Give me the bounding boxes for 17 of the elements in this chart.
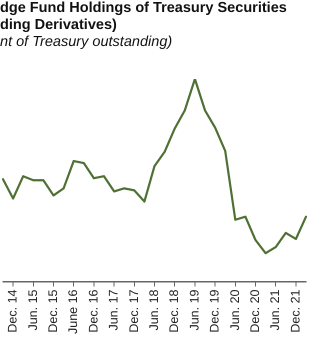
x-tick-label: Dec. 14 [6,289,20,333]
x-tick-label: June 16 [66,289,80,334]
x-tick-label: Dec. 16 [86,289,100,333]
x-tick-label: Jun. 19 [187,289,202,331]
x-tick-label: Dec. 19 [208,289,222,333]
x-tick-label: Dec. 17 [126,289,141,333]
x-tick-label: Dec. 15 [46,289,60,333]
chart-title: dge Fund Holdings of Treasury Securities ding Derivatives) [0,0,287,34]
x-tick-label: Jun. 15 [26,289,40,331]
x-tick-label: Jun. 17 [106,289,121,331]
x-tick-label: Jun. 21 [268,289,282,331]
x-tick-label: Dec. 20 [248,289,262,333]
x-tick-label: Jun. 18 [146,289,161,331]
x-tick-label: Dec. 18 [167,289,182,333]
chart-subtitle: nt of Treasury outstanding) [0,34,172,51]
x-tick-label: Jun. 20 [228,289,242,331]
x-tick-label: Dec. 21 [288,289,302,333]
